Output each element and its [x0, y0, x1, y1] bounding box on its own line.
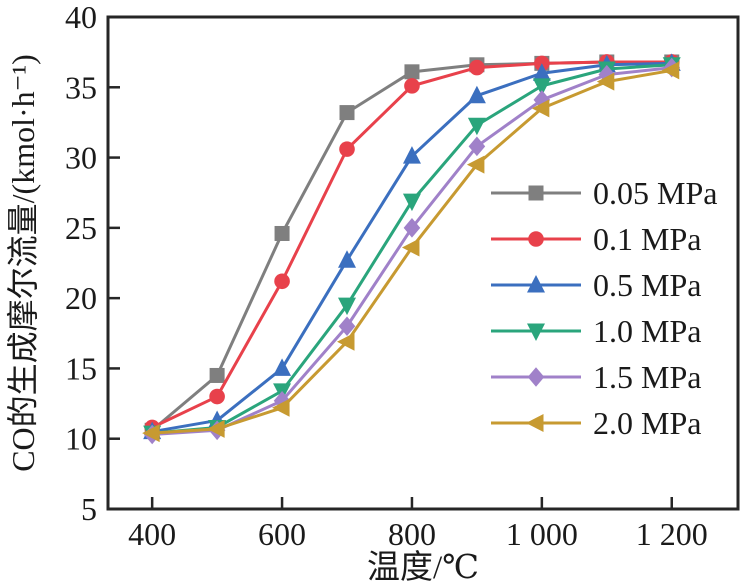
marker-circle	[274, 273, 290, 290]
marker-diamond	[338, 316, 356, 337]
marker-triangle-left	[207, 419, 225, 438]
x-tick-label: 1 000	[506, 516, 578, 552]
marker-diamond	[527, 367, 545, 387]
marker-circle	[404, 78, 420, 94]
marker-triangle-up	[532, 63, 551, 81]
marker-triangle-down	[532, 78, 551, 96]
legend-label: 0.5 MPa	[593, 267, 701, 303]
marker-circle	[528, 231, 544, 247]
marker-triangle-up	[338, 250, 357, 268]
plot-border	[106, 15, 740, 511]
marker-triangle-down	[467, 117, 486, 136]
marker-triangle-left	[596, 72, 615, 91]
marker-diamond	[403, 218, 421, 238]
marker-triangle-left	[142, 424, 160, 443]
marker-triangle-left	[661, 61, 680, 80]
marker-triangle-left	[337, 332, 355, 351]
marker-triangle-left	[401, 238, 420, 257]
marker-triangle-left	[466, 155, 485, 174]
legend: 0.05 MPa 0.1 MPa 0.5 MPa 1.0 MPa 1.5 MPa 2.0 …	[491, 175, 717, 441]
marker-square	[339, 105, 355, 121]
legend-entry-2.0-mpa: 2.0 MPa	[491, 405, 701, 441]
marker-triangle-up	[467, 85, 486, 104]
legend-label: 0.1 MPa	[593, 221, 701, 257]
y-axis-title: CO的生成摩尔流量/(kmol·h⁻¹)	[5, 54, 41, 472]
marker-circle	[339, 141, 355, 157]
y-tick-label: 10	[65, 421, 97, 457]
axes-layer: 400 600 800 1 000 1 200 40 35 30 25 20 15 10 5	[65, 0, 740, 552]
y-tick-label: 40	[65, 0, 97, 35]
marker-triangle-left	[526, 414, 544, 432]
x-tick-label: 400	[128, 516, 176, 552]
y-tick-label: 25	[65, 210, 97, 246]
legend-entry-1.0-mpa: 1.0 MPa	[491, 313, 701, 349]
y-tick-label: 15	[65, 350, 97, 386]
legend-label: 0.05 MPa	[593, 175, 717, 211]
y-tick-label: 20	[65, 280, 97, 316]
legend-entry-1.5-mpa: 1.5 MPa	[491, 359, 701, 395]
x-axis-title: 温度/℃	[367, 549, 479, 583]
marker-triangle-up	[273, 358, 292, 376]
marker-circle	[469, 59, 485, 76]
legend-label: 2.0 MPa	[593, 405, 701, 441]
marker-square	[209, 367, 225, 383]
legend-label: 1.5 MPa	[593, 359, 701, 395]
marker-triangle-left	[272, 398, 290, 417]
marker-square	[274, 225, 290, 241]
legend-entry-0.5-mpa: 0.5 MPa	[491, 267, 701, 303]
legend-label: 1.0 MPa	[593, 313, 701, 349]
marker-square	[528, 185, 544, 201]
marker-diamond	[468, 136, 486, 157]
legend-entry-0.1-mpa: 0.1 MPa	[491, 221, 701, 257]
marker-triangle-down	[527, 323, 545, 341]
x-tick-label: 600	[258, 516, 306, 552]
y-tick-label: 30	[65, 140, 97, 176]
marker-triangle-up	[402, 146, 421, 164]
y-tick-label: 35	[65, 69, 97, 105]
x-tick-label: 1 200	[636, 516, 708, 552]
series-layer	[142, 53, 681, 445]
marker-circle	[209, 388, 225, 405]
series-2.0-mpa	[142, 61, 680, 443]
marker-triangle-down	[402, 193, 421, 212]
marker-triangle-up	[527, 275, 545, 293]
x-tick-label: 800	[388, 516, 436, 552]
marker-triangle-down	[338, 297, 357, 316]
legend-entry-0.05-mpa: 0.05 MPa	[491, 175, 717, 211]
marker-square	[404, 64, 420, 80]
marker-triangle-left	[531, 99, 550, 118]
y-tick-label: 5	[81, 491, 97, 527]
